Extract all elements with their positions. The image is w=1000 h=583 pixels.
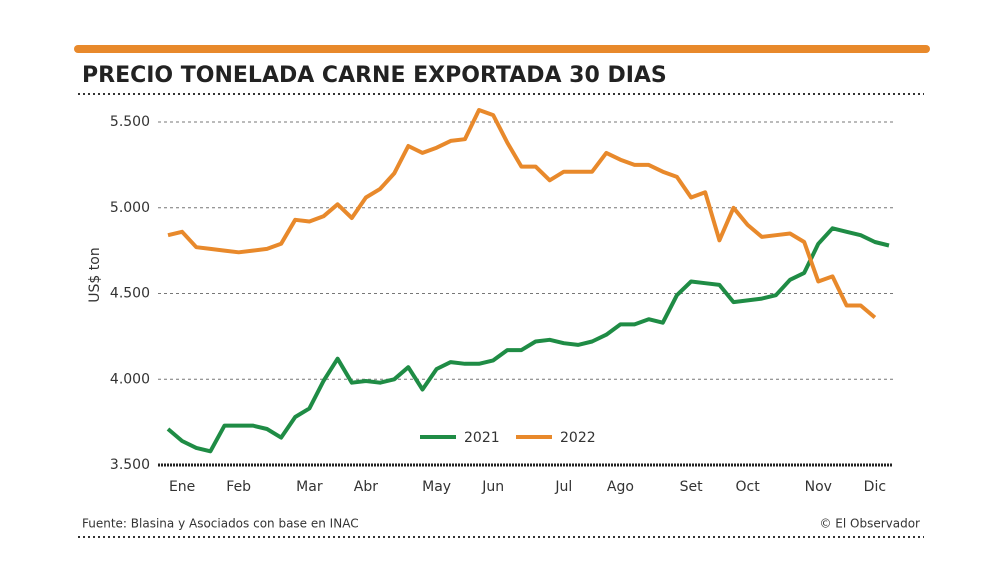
x-tick-label: Mar — [296, 479, 323, 495]
line-series — [166, 226, 890, 454]
chart-title: PRECIO TONELADA CARNE EXPORTADA 30 DIAS — [82, 63, 667, 88]
legend-label: 2022 — [560, 430, 596, 446]
y-tick-label: 3.500 — [110, 457, 150, 473]
x-tick-label: Jun — [481, 479, 504, 495]
x-tick-label: Ago — [607, 479, 634, 495]
x-tick-label: Abr — [354, 479, 378, 495]
line-series — [167, 108, 877, 320]
credit: © El Observador — [819, 517, 920, 531]
top-bar — [74, 45, 930, 53]
legend-label: 2021 — [464, 430, 500, 446]
x-tick-label: Ene — [169, 479, 195, 495]
y-tick-label: 4.000 — [110, 371, 150, 387]
source: Fuente: Blasina y Asociados con base en … — [82, 517, 359, 531]
x-tick-label: Set — [680, 479, 704, 495]
x-tick-label: Dic — [864, 479, 886, 495]
x-tick-label: Oct — [736, 479, 761, 495]
y-tick-label: 4.500 — [110, 286, 150, 302]
y-tick-label: 5.000 — [110, 200, 150, 216]
x-tick-label: Jul — [554, 479, 572, 495]
y-tick-label: 5.500 — [110, 114, 150, 130]
y-axis-label: US$ ton — [87, 247, 103, 302]
x-tick-label: Feb — [226, 479, 251, 495]
x-tick-label: Nov — [805, 479, 832, 495]
x-tick-label: May — [422, 479, 451, 495]
